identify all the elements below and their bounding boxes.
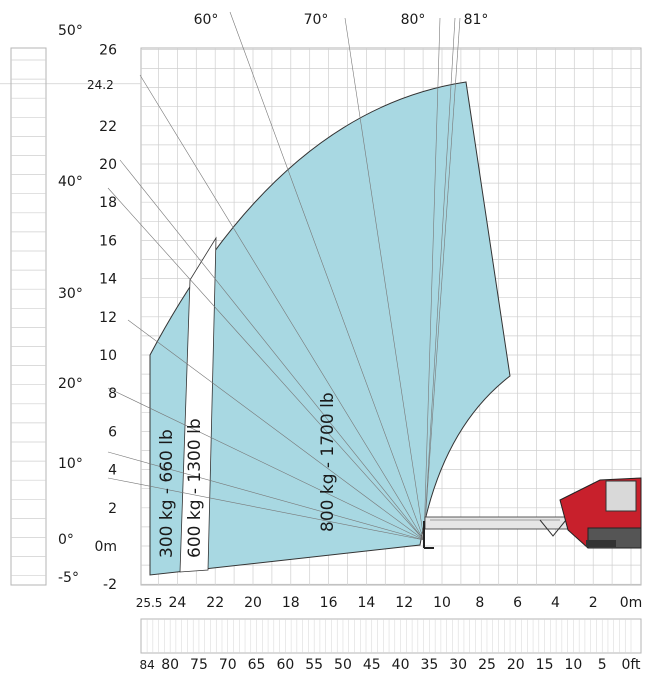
angle-label-left: 50° (58, 23, 83, 39)
max-height-label: 24.2 (87, 78, 114, 92)
feet-tick-label: 55 (305, 657, 323, 673)
y-tick-label: 22 (99, 119, 117, 135)
angle-ray (127, 319, 425, 541)
angle-ray (139, 74, 425, 541)
feet-tick-label: 0ft (621, 657, 641, 673)
angle-label-left: 30° (58, 286, 83, 302)
angle-ray (107, 477, 425, 541)
telehandler-machine-icon (423, 477, 642, 549)
x-tick-label: 4 (551, 595, 560, 611)
feet-tick-label: 60 (276, 657, 294, 673)
y-tick-label: 4 (108, 463, 117, 479)
feet-tick-label: 50 (334, 657, 352, 673)
x-tick-label: 25.5 (136, 596, 163, 610)
x-tick-label: 20 (244, 595, 262, 611)
zone-label-600kg: 600 kg - 1300 lb (185, 418, 205, 558)
y-tick-label: 0m (94, 539, 117, 555)
angle-ray (423, 17, 456, 541)
angle-ray (423, 17, 461, 541)
x-tick-label: 2 (589, 595, 598, 611)
y-tick-label: 6 (108, 424, 117, 440)
y-tick-label: 10 (99, 348, 117, 364)
x-tick-label: 12 (395, 595, 413, 611)
angle-label-top: 80° (401, 12, 426, 28)
x-tick-label: 6 (513, 595, 522, 611)
y-tick-label: 18 (99, 195, 117, 211)
feet-tick-label: 10 (564, 657, 582, 673)
x-tick-label: 10 (433, 595, 451, 611)
zone-gap (179, 236, 217, 573)
x-tick-label: 24 (168, 595, 186, 611)
y-tick-label: 20 (99, 157, 117, 173)
feet-tick-label: 65 (248, 657, 266, 673)
feet-tick-label: 40 (392, 657, 410, 673)
angle-label-left: 40° (58, 174, 83, 190)
feet-tick-label: 84 (139, 658, 154, 672)
y-tick-label: 16 (99, 233, 117, 249)
y-tick-label: 2 (108, 501, 117, 517)
y-tick-label: 26 (99, 42, 117, 58)
feet-tick-label: 30 (449, 657, 467, 673)
x-tick-label: 14 (357, 595, 375, 611)
angle-label-top: 70° (304, 12, 329, 28)
x-tick-label: 0m (620, 595, 643, 611)
feet-tick-label: 20 (507, 657, 525, 673)
angle-label-left: 10° (58, 456, 83, 472)
angle-label-left: -5° (58, 570, 79, 586)
feet-tick-label: 25 (478, 657, 496, 673)
feet-tick-label: 5 (598, 657, 607, 673)
angle-rays (107, 11, 461, 541)
angle-label-top: 60° (194, 12, 219, 28)
angle-scale-box (10, 47, 47, 586)
angle-ray (107, 387, 425, 541)
angle-ray (107, 187, 425, 541)
feet-tick-label: 70 (219, 657, 237, 673)
feet-tick-label: 80 (161, 657, 179, 673)
x-tick-label: 22 (206, 595, 224, 611)
angle-ray (344, 17, 425, 541)
y-tick-label: 12 (99, 310, 117, 326)
y-tick-label: -2 (103, 577, 117, 593)
y-tick-label: 14 (99, 272, 117, 288)
feet-tick-label: 75 (190, 657, 208, 673)
feet-scale-box (140, 618, 642, 654)
y-tick-label: 8 (108, 386, 117, 402)
x-tick-label: 8 (475, 595, 484, 611)
angle-ray (423, 17, 441, 541)
angle-ray (107, 451, 425, 541)
zone-label-300kg: 300 kg - 660 lb (157, 429, 177, 558)
zone-label-800kg: 800 kg - 1700 lb (318, 392, 338, 532)
feet-tick-label: 35 (420, 657, 438, 673)
x-tick-label: 16 (320, 595, 338, 611)
angle-label-left: 0° (58, 532, 74, 548)
x-tick-label: 18 (282, 595, 300, 611)
angle-ray (119, 159, 425, 541)
angle-label-top: 81° (464, 12, 489, 28)
angle-ray (229, 11, 425, 541)
feet-tick-label: 45 (363, 657, 381, 673)
angle-label-left: 20° (58, 376, 83, 392)
feet-tick-label: 15 (536, 657, 554, 673)
